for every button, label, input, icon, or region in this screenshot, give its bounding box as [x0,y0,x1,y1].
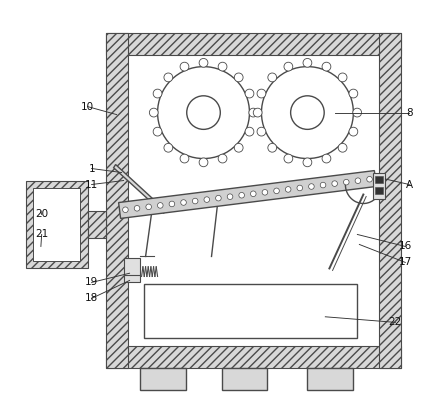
Text: 20: 20 [35,209,48,219]
Text: 8: 8 [406,107,412,117]
Circle shape [218,154,227,163]
Circle shape [284,154,293,163]
Circle shape [349,127,358,136]
Circle shape [297,185,303,191]
Circle shape [284,62,293,71]
Bar [105,346,401,369]
Circle shape [204,197,210,203]
Circle shape [164,144,173,152]
Circle shape [249,108,258,117]
Circle shape [303,158,312,167]
Circle shape [234,144,243,152]
Circle shape [309,184,314,189]
Circle shape [320,182,326,188]
Circle shape [291,96,324,130]
Circle shape [245,89,254,98]
Text: 10: 10 [81,101,94,111]
Circle shape [164,73,173,82]
Circle shape [181,200,187,205]
Circle shape [123,207,128,213]
Circle shape [268,73,276,82]
Circle shape [332,181,338,186]
Bar [33,188,81,261]
Circle shape [268,144,276,152]
Circle shape [274,188,280,194]
Text: 1: 1 [88,164,95,174]
Text: 19: 19 [85,277,98,288]
Text: 11: 11 [85,180,98,190]
Bar [26,180,88,268]
Circle shape [149,108,158,117]
Circle shape [192,198,198,204]
Text: 22: 22 [389,317,402,327]
Bar [373,172,385,198]
Bar [124,258,140,276]
Circle shape [261,67,354,158]
Bar [222,369,268,390]
Circle shape [199,158,208,167]
Polygon shape [119,170,377,219]
Circle shape [257,127,266,136]
Circle shape [245,127,254,136]
Circle shape [355,178,361,184]
Bar [144,284,358,338]
Text: 21: 21 [35,229,48,239]
Bar [124,275,140,282]
Circle shape [353,108,361,117]
Circle shape [187,96,220,130]
Circle shape [338,144,347,152]
Text: 18: 18 [85,294,98,304]
Circle shape [349,89,358,98]
Circle shape [153,127,162,136]
Circle shape [250,191,256,196]
Circle shape [146,204,152,210]
Circle shape [234,73,243,82]
Bar [376,176,383,183]
Circle shape [216,195,221,201]
Circle shape [134,206,140,211]
Bar [376,187,383,194]
Text: 17: 17 [399,257,412,267]
Text: 16: 16 [399,241,412,251]
Bar [105,32,401,55]
Circle shape [199,59,208,67]
Text: A: A [406,180,413,190]
Polygon shape [113,164,166,213]
Circle shape [338,73,347,82]
Circle shape [169,201,175,207]
Circle shape [322,62,331,71]
Circle shape [257,89,266,98]
Circle shape [180,62,189,71]
Circle shape [180,154,189,163]
Circle shape [262,190,268,195]
Circle shape [322,154,331,163]
Circle shape [218,62,227,71]
Circle shape [158,203,163,208]
Circle shape [285,186,291,192]
Circle shape [253,108,262,117]
Circle shape [153,89,162,98]
Bar [379,32,401,369]
Circle shape [227,194,233,199]
Bar [307,369,354,390]
Bar [88,211,105,238]
Circle shape [239,192,245,198]
Circle shape [158,67,249,158]
Circle shape [367,176,372,182]
Circle shape [303,59,312,67]
Bar [105,32,128,369]
Bar [140,369,186,390]
Circle shape [343,179,349,185]
Bar [128,55,379,346]
